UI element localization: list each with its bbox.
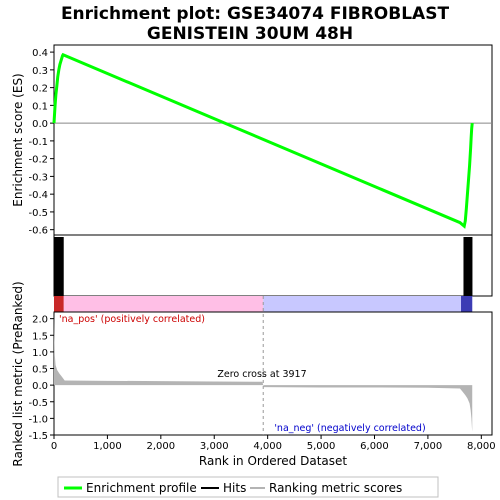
x-tick-label: 0 xyxy=(51,441,57,452)
x-tick-label: 3,000 xyxy=(200,441,229,452)
legend: Enrichment profile Hits Ranking metric s… xyxy=(57,476,439,498)
legend-enrichment-label: Enrichment profile xyxy=(86,481,197,495)
es-tick-label: 0.2 xyxy=(32,84,48,95)
positive-region-bar xyxy=(54,296,264,312)
metric-tick-label: 2.0 xyxy=(32,315,48,326)
es-tick-label: 0.3 xyxy=(32,66,48,77)
hit-marks xyxy=(53,237,473,296)
x-tick-label: 4,000 xyxy=(253,441,282,452)
es-tick-label: -0.5 xyxy=(28,208,48,219)
es-y-axis: 0.4 0.3 0.2 0.1 0.0 -0.1 -0.2 -0.3 -0.4 -0.5 -0.6 xyxy=(28,48,54,237)
es-panel: 0.40.30.20.10.0-0.1-0.2-0.3-0.4-0.5-0.6 … xyxy=(11,44,493,237)
metric-tick-label: 0.0 xyxy=(32,381,48,392)
legend-metric-label: Ranking metric scores xyxy=(269,481,402,495)
es-panel-frame xyxy=(53,44,493,236)
zero-cross-label: Zero cross at 3917 xyxy=(217,369,306,380)
plot-title-line1: Enrichment plot: GSE34074 FIBROBLAST xyxy=(61,4,450,24)
es-y-axis-label: Enrichment score (ES) xyxy=(11,73,25,206)
enrichment-profile-line xyxy=(52,52,474,229)
es-tick-label: -0.4 xyxy=(28,190,48,201)
positive-extreme-bar xyxy=(54,296,64,312)
metric-tick-label: 1.0 xyxy=(32,348,48,359)
es-tick-label: -0.6 xyxy=(28,226,48,237)
metric-tick-label: 1.5 xyxy=(32,331,48,342)
es-tick-label: 0.4 xyxy=(32,48,48,59)
es-tick-label: 0.1 xyxy=(32,101,48,112)
es-tick-label: -0.3 xyxy=(28,172,48,183)
metric-tick-label: 0.5 xyxy=(32,365,48,376)
positive-label: 'na_pos' (positively correlated) xyxy=(59,314,205,325)
rank-color-bar xyxy=(54,296,473,312)
es-tick-label: -0.1 xyxy=(28,137,48,148)
x-axis-label: Rank in Ordered Dataset xyxy=(199,454,347,468)
negative-region-bar xyxy=(263,296,473,312)
x-tick-label: 2,000 xyxy=(147,441,176,452)
x-tick-label: 1,000 xyxy=(93,441,122,452)
x-axis: 0 1,000 2,000 3,000 4,000 5,000 6,000 7,000 8,00… xyxy=(51,435,496,452)
x-tick-label: 6,000 xyxy=(360,441,389,452)
metric-tick-label: -1.5 xyxy=(28,431,48,442)
legend-frame xyxy=(57,476,439,498)
metric-y-axis: 2.0 1.5 1.0 0.5 0.0 -0.5 -1.0 -1.5 xyxy=(28,315,54,442)
hits-panel-frame xyxy=(53,234,493,297)
negative-extreme-bar xyxy=(461,296,473,312)
metric-tick-label: -1.0 xyxy=(28,414,48,425)
metric-panel: 2.0 1.5 1.0 0.5 0.0 -0.5 -1.0 -1.5 0 1,000 2,000 3… xyxy=(11,281,496,468)
x-tick-label: 8,000 xyxy=(467,441,496,452)
plot-title-line2: GENISTEIN 30UM 48H xyxy=(147,24,353,44)
es-tick-label: -0.2 xyxy=(28,155,48,166)
metric-y-axis-label: Ranked list metric (PreRanked) xyxy=(11,281,25,466)
hits-panel xyxy=(53,234,493,297)
negative-label: 'na_neg' (negatively correlated) xyxy=(274,423,425,434)
legend-hits-label: Hits xyxy=(223,481,246,495)
metric-tick-label: -0.5 xyxy=(28,398,48,409)
x-tick-label: 7,000 xyxy=(414,441,443,452)
es-tick-label: 0.0 xyxy=(32,119,48,130)
x-tick-label: 5,000 xyxy=(307,441,336,452)
